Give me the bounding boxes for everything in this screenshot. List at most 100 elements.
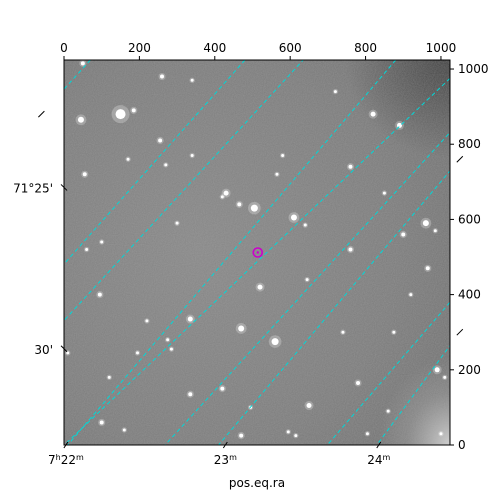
plot-frame <box>63 59 451 446</box>
star-core <box>223 190 229 196</box>
star <box>354 379 362 387</box>
star <box>174 220 180 226</box>
star-core <box>237 202 242 207</box>
star-core <box>433 229 437 233</box>
world-axes: 7h22m 23m 24m 71°25' 30' <box>13 110 464 468</box>
top-tick-label: 0 <box>60 41 68 55</box>
star <box>304 276 310 283</box>
dec-tick-label: 71°25' <box>13 181 53 195</box>
star-core <box>220 195 224 199</box>
star-core <box>333 90 337 94</box>
star-core <box>305 278 309 282</box>
star <box>248 201 261 215</box>
star <box>255 282 265 292</box>
star-core <box>434 367 440 373</box>
star <box>285 429 291 435</box>
grid-line-ra <box>64 60 246 265</box>
star-core <box>422 220 429 227</box>
star <box>368 109 378 119</box>
star-core <box>238 325 245 332</box>
star <box>75 114 87 126</box>
star <box>221 188 231 198</box>
star <box>79 60 87 67</box>
star-core <box>160 74 165 79</box>
star <box>189 152 195 159</box>
ra-tick <box>222 441 228 449</box>
star-core <box>396 122 402 128</box>
marker-dot <box>256 251 259 254</box>
star <box>121 427 128 433</box>
star <box>81 170 89 178</box>
star <box>293 432 299 439</box>
star <box>399 230 407 239</box>
star <box>98 239 105 245</box>
star-core <box>115 109 126 120</box>
star <box>130 106 138 114</box>
star <box>438 431 444 437</box>
star <box>364 431 371 437</box>
star <box>163 162 169 168</box>
star <box>168 346 175 352</box>
right-tick-label: 1000 <box>458 62 489 76</box>
star-core <box>66 351 70 355</box>
star <box>274 171 280 177</box>
star-core <box>257 284 263 290</box>
star <box>235 200 243 208</box>
top-tick-label: 1000 <box>426 41 457 55</box>
star-core <box>190 78 194 82</box>
star-core <box>82 172 87 177</box>
star <box>279 152 286 159</box>
star-core <box>175 221 179 225</box>
star <box>111 105 130 124</box>
star-core <box>100 240 104 244</box>
star <box>235 323 247 334</box>
star <box>125 156 131 162</box>
star <box>332 88 339 95</box>
star-core <box>290 214 297 221</box>
star <box>96 291 104 299</box>
star <box>164 337 171 343</box>
star <box>158 72 166 81</box>
star <box>144 318 150 324</box>
grid-line-ra <box>64 60 91 90</box>
grid-line-ra <box>376 344 450 445</box>
star-core <box>131 108 136 113</box>
right-tick-label: 400 <box>458 288 481 302</box>
star-core <box>294 434 298 438</box>
grid-line-ra <box>218 170 450 445</box>
x-axis-label: pos.eq.ra <box>229 476 285 490</box>
star-core <box>386 409 390 413</box>
ra-tick-label: 7h22m <box>48 453 84 468</box>
star-core <box>382 191 386 195</box>
star-core <box>281 153 285 157</box>
star-core <box>99 420 104 425</box>
star-core <box>169 347 173 351</box>
star-core <box>348 247 353 252</box>
star-core <box>77 116 84 123</box>
star-core <box>271 338 279 346</box>
grid-edge-tick <box>456 328 464 336</box>
star-core <box>239 433 244 438</box>
star-core <box>136 351 140 355</box>
grid-line-dec <box>64 77 450 445</box>
star <box>346 163 355 171</box>
grid-edge-tick <box>38 110 45 118</box>
star-core <box>443 375 447 379</box>
right-tick-label: 0 <box>458 438 466 452</box>
star-core <box>145 319 149 323</box>
star <box>408 291 414 298</box>
star <box>237 432 245 440</box>
star-core <box>356 380 361 385</box>
top-tick-label: 200 <box>128 41 151 55</box>
star <box>391 329 397 335</box>
star <box>302 222 308 228</box>
star <box>83 246 90 253</box>
star-core <box>187 316 193 322</box>
star <box>186 390 194 398</box>
dec-tick <box>60 184 68 191</box>
ra-tick-label: 23m <box>214 453 237 468</box>
star-core <box>190 153 194 157</box>
star <box>442 374 448 381</box>
star-core <box>250 204 258 212</box>
